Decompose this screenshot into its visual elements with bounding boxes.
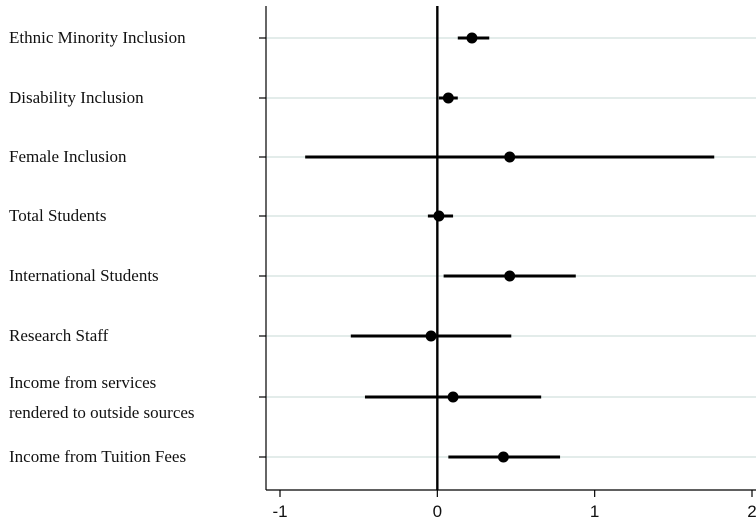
category-label-line: Income from services xyxy=(9,373,156,392)
x-tick-label: 0 xyxy=(433,502,442,520)
point-estimate xyxy=(447,391,459,403)
axes xyxy=(259,6,756,497)
estimates xyxy=(305,32,715,463)
point-estimate xyxy=(497,451,509,463)
category-label-line: rendered to outside sources xyxy=(9,403,195,422)
x-tick-label: 2 xyxy=(747,502,756,520)
category-label: Female Inclusion xyxy=(9,147,127,166)
point-estimate xyxy=(466,32,478,44)
category-label: International Students xyxy=(9,266,159,285)
x-tick-label: 1 xyxy=(590,502,599,520)
category-label: Ethnic Minority Inclusion xyxy=(9,28,186,47)
grid-lines xyxy=(266,37,756,458)
category-label: Income from services rendered to outside … xyxy=(9,373,195,422)
point-estimate xyxy=(433,210,445,222)
point-estimate xyxy=(425,330,437,342)
category-label: Disability Inclusion xyxy=(9,88,144,107)
x-tick-label: -1 xyxy=(272,502,287,520)
category-label: Research Staff xyxy=(9,326,109,345)
point-estimate xyxy=(504,270,516,282)
x-tick-labels: -1 0 1 2 xyxy=(272,502,756,520)
category-label: Income from Tuition Fees xyxy=(9,447,186,466)
point-estimate xyxy=(504,151,516,163)
point-estimate xyxy=(442,92,454,104)
category-label: Total Students xyxy=(9,206,107,225)
category-labels: Ethnic Minority Inclusion Disability Incl… xyxy=(9,28,195,466)
